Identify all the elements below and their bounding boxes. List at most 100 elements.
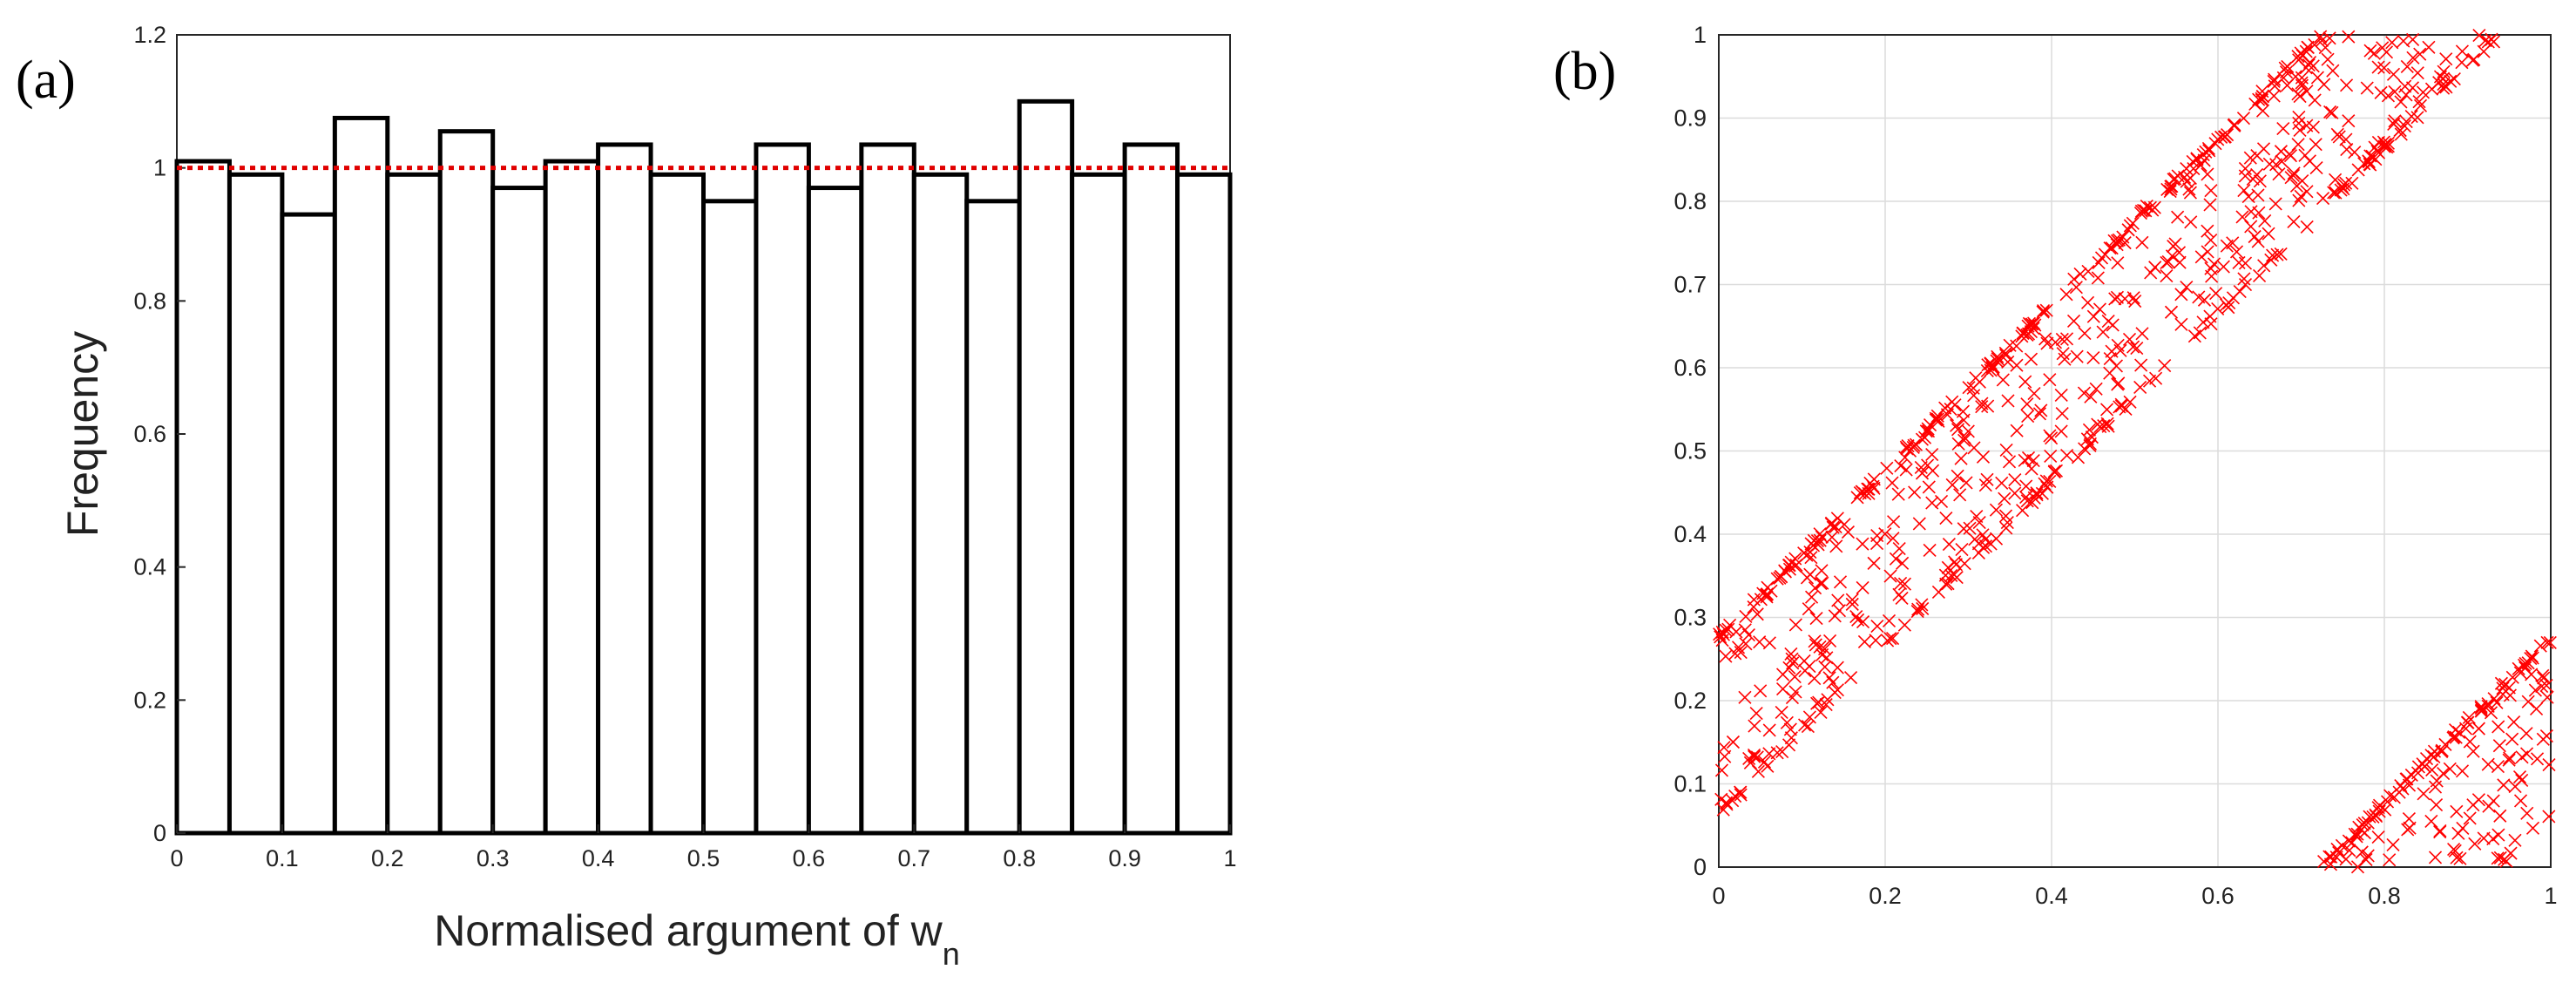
scatter-point: [2361, 849, 2375, 863]
scatter-point: [1828, 609, 1842, 623]
scatter-point: [1882, 614, 1897, 627]
marker-stroke: [2171, 169, 2185, 183]
marker-stroke: [1980, 472, 1994, 486]
marker-stroke: [2342, 114, 2356, 128]
marker-stroke: [2049, 464, 2064, 478]
scatter-point: [2287, 166, 2301, 180]
scatter-point: [1809, 638, 1822, 652]
marker-stroke: [1813, 533, 1827, 547]
scatter-point: [1808, 672, 1822, 686]
scatter-point: [2519, 661, 2532, 675]
scatter-point: [1809, 612, 1823, 626]
marker-stroke: [2134, 358, 2148, 372]
marker-stroke: [2020, 494, 2034, 508]
marker-stroke: [2392, 785, 2406, 799]
scatter-point: [2268, 197, 2282, 211]
marker-stroke: [2542, 810, 2556, 824]
marker-stroke: [2299, 44, 2313, 58]
scatter-point: [2119, 402, 2133, 416]
histogram-bar: [806, 186, 864, 836]
scatter-point: [2491, 828, 2505, 842]
scatter-point: [2403, 821, 2417, 835]
scatter-point: [2342, 30, 2356, 44]
marker-stroke: [1749, 706, 1763, 721]
marker-stroke: [1775, 705, 1788, 720]
scatter-point: [1897, 618, 1911, 632]
marker-stroke: [2383, 789, 2397, 803]
scatter-point: [2427, 749, 2441, 763]
marker-stroke: [1981, 358, 1995, 372]
scatter-point: [2027, 387, 2041, 401]
marker-stroke: [2491, 760, 2505, 774]
scatter-point: [2284, 171, 2298, 185]
marker-stroke: [1820, 651, 1834, 665]
marker-stroke: [2174, 317, 2188, 331]
scatter-point: [2474, 702, 2488, 715]
scatter-point: [1841, 525, 1856, 539]
marker-stroke: [1976, 528, 1990, 542]
scatter-point: [1886, 632, 1900, 646]
scatter-point: [2520, 806, 2534, 820]
marker-stroke: [2350, 860, 2365, 874]
scatter-point: [2229, 245, 2244, 259]
scatter-point: [2078, 327, 2092, 341]
scatter-point: [2136, 203, 2151, 218]
scatter-point: [2467, 52, 2481, 66]
scatter-point: [2402, 778, 2417, 792]
scatter-point: [2294, 189, 2308, 203]
scatter-point: [1899, 463, 1913, 477]
marker-stroke: [1845, 593, 1859, 607]
scatter-point: [1775, 745, 1789, 759]
scatter-point: [1907, 438, 1921, 452]
marker-stroke: [2521, 695, 2535, 708]
marker-stroke: [2256, 142, 2271, 156]
marker-stroke: [2238, 256, 2253, 270]
marker-stroke: [2491, 828, 2505, 842]
marker-stroke: [2360, 81, 2374, 95]
scatter-point: [2496, 681, 2510, 695]
scatter-point: [1822, 671, 1836, 685]
scatter-point: [2252, 268, 2267, 283]
marker-stroke: [2324, 850, 2338, 864]
marker-stroke: [1962, 381, 1976, 395]
histogram-bar: [280, 212, 337, 836]
marker-stroke: [1976, 450, 1991, 464]
scatter-point: [2385, 36, 2399, 50]
marker-stroke: [1896, 556, 1910, 570]
scatter-point: [2173, 255, 2187, 269]
scatter-point: [2135, 327, 2149, 341]
scatter-point: [2060, 449, 2074, 463]
marker-stroke: [2059, 288, 2073, 302]
marker-stroke: [2164, 305, 2179, 319]
marker-stroke: [1809, 612, 1823, 626]
scatter-point: [2287, 214, 2301, 229]
marker-stroke: [2182, 182, 2196, 196]
marker-stroke: [2466, 744, 2480, 758]
marker-stroke: [2300, 85, 2314, 98]
scatter-point: [2327, 186, 2341, 200]
scatter-point: [2016, 504, 2030, 518]
marker-stroke: [1760, 590, 1774, 604]
scatter-point: [1734, 788, 1748, 802]
marker-stroke: [2292, 110, 2306, 125]
marker-stroke: [2236, 112, 2251, 125]
scatter-point: [2463, 735, 2477, 749]
scatter-point: [1985, 361, 1999, 375]
scatter-point: [1797, 546, 1811, 560]
scatter-point: [2207, 257, 2221, 271]
marker-stroke: [2255, 104, 2270, 118]
scatter-point: [2339, 132, 2353, 146]
marker-stroke: [2272, 167, 2286, 181]
scatter-point: [1753, 635, 1767, 649]
marker-stroke: [2109, 359, 2124, 373]
marker-stroke: [2026, 454, 2040, 468]
marker-stroke: [2204, 233, 2218, 247]
marker-stroke: [1930, 412, 1944, 426]
histogram-bar: [332, 115, 390, 836]
marker-stroke: [2410, 66, 2424, 80]
scatter-point: [1762, 723, 1776, 737]
scatter-point: [1849, 609, 1863, 624]
scatter-point: [2363, 44, 2377, 58]
marker-stroke: [1809, 638, 1822, 652]
scatter-point: [2472, 29, 2486, 43]
